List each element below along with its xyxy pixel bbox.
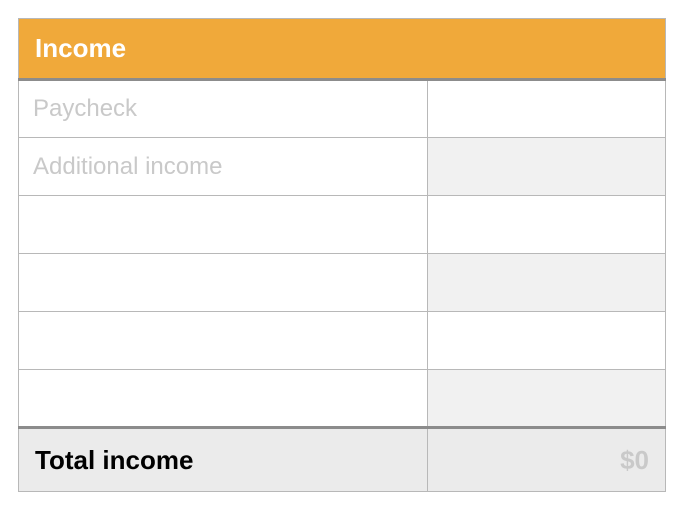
row-value[interactable] xyxy=(428,370,666,428)
row-label[interactable] xyxy=(19,370,428,428)
row-label[interactable]: Paycheck xyxy=(19,80,428,138)
table-header-cell: Income xyxy=(19,19,666,80)
table-row: Additional income xyxy=(19,138,666,196)
total-label: Total income xyxy=(19,428,428,492)
row-label[interactable] xyxy=(19,196,428,254)
row-value[interactable] xyxy=(428,312,666,370)
total-value: $0 xyxy=(428,428,666,492)
table-row: Paycheck xyxy=(19,80,666,138)
table-row xyxy=(19,254,666,312)
table-row xyxy=(19,370,666,428)
row-value[interactable] xyxy=(428,254,666,312)
table-row xyxy=(19,196,666,254)
table-row xyxy=(19,312,666,370)
row-label[interactable]: Additional income xyxy=(19,138,428,196)
table-header-row: Income xyxy=(19,19,666,80)
row-value[interactable] xyxy=(428,138,666,196)
income-table: Income Paycheck Additional income Total … xyxy=(18,18,666,492)
table-title: Income xyxy=(35,33,126,63)
row-label[interactable] xyxy=(19,254,428,312)
row-value[interactable] xyxy=(428,80,666,138)
row-label[interactable] xyxy=(19,312,428,370)
total-row: Total income $0 xyxy=(19,428,666,492)
row-value[interactable] xyxy=(428,196,666,254)
